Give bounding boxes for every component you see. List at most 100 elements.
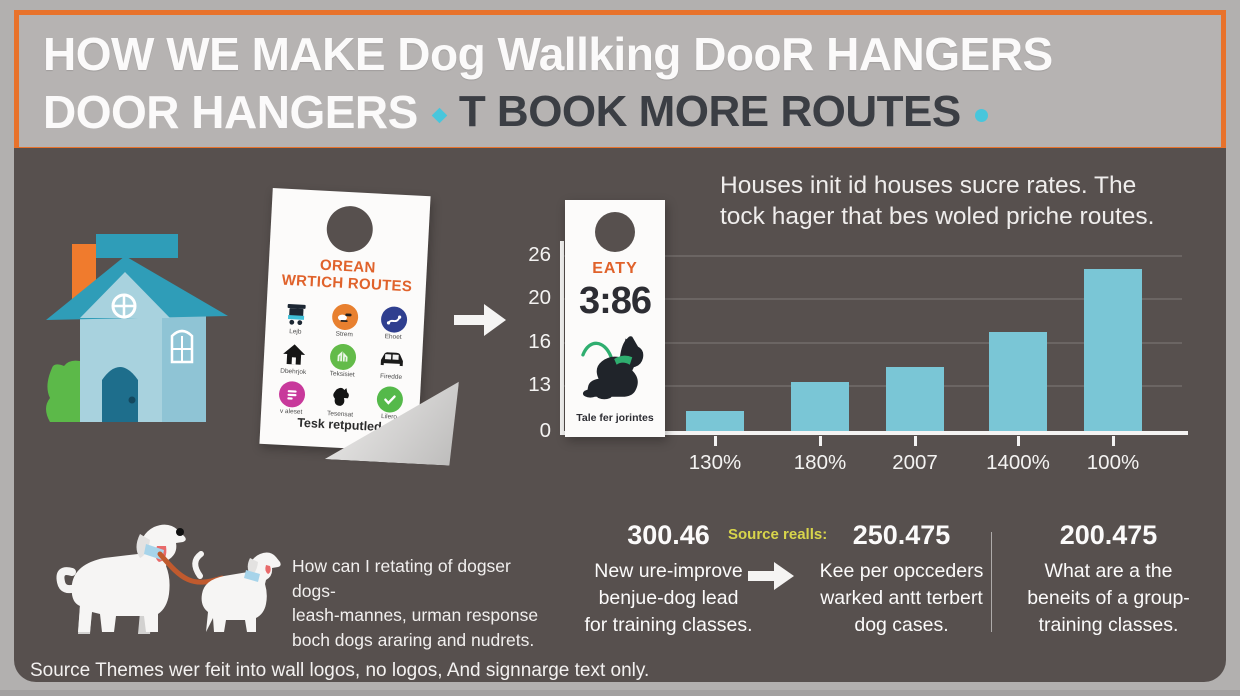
hanger-icon-label: Dbehrjok (280, 367, 307, 377)
y-tick-label: 26 (528, 243, 551, 266)
x-axis-line (560, 431, 1188, 435)
grid-line (564, 298, 1182, 300)
chart-heading-line1: Houses init id houses sucre rates. The (720, 172, 1137, 199)
footer-caption: Source Themes wer feit into wall logos, … (30, 660, 650, 681)
dogs-paragraph-line2: leash-mannes, urman response (292, 605, 539, 625)
stat-line: warked antt terbert (820, 587, 983, 609)
stat-line: training classes. (1038, 614, 1179, 636)
stat-line: Kee per opcceders (819, 560, 984, 582)
car-icon (377, 346, 406, 373)
cart-icon (282, 301, 311, 328)
main-panel: OREAN WRTICH ROUTES Lejb Strem Ehoet Dbehrj… (14, 148, 1226, 682)
cyan-dot-icon (974, 108, 988, 122)
x-tick-label: 130% (688, 451, 742, 474)
stat-number: 250.475 (852, 520, 951, 550)
stat-block-2: 250.475 Kee per opcceders warked antt te… (794, 520, 1009, 639)
hanger-icon-label: Ehoet (384, 333, 402, 341)
y-axis-line (560, 241, 564, 433)
hanger-icon-cell: Firedde (368, 345, 416, 385)
house-illustration (46, 234, 228, 422)
dog-icon (326, 383, 355, 410)
hanger-brand: EATY (592, 260, 638, 277)
hanger-icon-cell: Tesensat (317, 383, 365, 423)
grid-line (564, 342, 1182, 344)
header-band: HOW WE MAKE Dog Wallking DooR HANGERS DO… (14, 10, 1226, 152)
stat-line: dog cases. (854, 614, 949, 636)
x-tick-label: 2007 (892, 451, 938, 474)
hanger-icon-label: Teksisiet (329, 370, 355, 379)
door-hanger-chart: EATY 3:86 Tale fer jorintes (565, 200, 665, 437)
x-tick-label: 180% (793, 451, 847, 474)
check-badge-icon (376, 385, 404, 414)
title-line1: HOW WE MAKE Dog Wallking DooR HANGERS (43, 28, 1053, 80)
x-tick (1017, 436, 1020, 446)
hanger-title: OREAN WRTICH ROUTES (268, 254, 428, 296)
park-badge-icon (329, 343, 357, 371)
dogs-paragraph-line1: How can I retating of dogser dogs- (292, 556, 511, 601)
cyan-diamond-icon (431, 107, 448, 123)
stat-divider (991, 532, 992, 632)
hanger-footer-text: Tale fer jorintes (576, 412, 654, 424)
door-hanger-sample: OREAN WRTICH ROUTES Lejb Strem Ehoet Dbehrj… (259, 188, 430, 452)
stat-line: benjue-dog lead (598, 587, 739, 609)
arrow-right-small-icon (748, 562, 794, 590)
hanger-icon-label: Strem (335, 330, 354, 339)
x-tick (819, 436, 822, 446)
grid-line (564, 255, 1182, 257)
hanger-hole (325, 204, 374, 254)
x-tick-label: 1400% (986, 451, 1050, 474)
hanger-number: 3:86 (578, 280, 652, 322)
chart-heading: Houses init id houses sucre rates. The t… (720, 170, 1200, 232)
bar (1084, 269, 1142, 431)
stat-line: for training classes. (584, 614, 753, 636)
bottom-edge (0, 690, 1240, 696)
chart-heading-line2: tock hager that bes woled priche routes. (720, 203, 1155, 230)
stat-number: 300.46 (627, 520, 710, 550)
sitting-dog-icon (581, 336, 644, 400)
dogs-illustration (56, 524, 281, 634)
hanger-hole (595, 212, 635, 252)
hanger-icon-label: Firedde (379, 372, 403, 382)
dogs-paragraph-line3: boch dogs araring and nudrets. (292, 629, 535, 650)
stat-block-1: 300.46 New ure-improve benjue-dog lead f… (566, 520, 771, 639)
hanger-icon-cell: Ehoet (370, 305, 418, 345)
bar (686, 411, 744, 431)
stat-line: beneits of a group- (1027, 587, 1190, 609)
stat-number: 200.475 (1059, 520, 1158, 550)
hanger-icon-label: Lejb (288, 328, 302, 336)
stat-line: New ure-improve (594, 560, 743, 582)
bar (791, 382, 849, 431)
bar (886, 367, 944, 431)
dogs-paragraph: How can I retating of dogser dogs- leash… (292, 554, 547, 652)
x-tick-label: 100% (1086, 451, 1140, 474)
y-tick-label: 13 (528, 373, 551, 396)
y-tick-label: 0 (539, 419, 551, 442)
x-tick (714, 436, 717, 446)
bar (989, 332, 1047, 431)
hanger-icon-cell: Strem (321, 303, 369, 343)
title-line2-white: DOOR HANGERS (43, 86, 418, 138)
bar-plot: 26 20 16 13 0 130% 180% 2007 1400% 100% (528, 241, 1188, 474)
hanger-icon-cell: Teksisiet (319, 343, 367, 383)
source-label: Source realls: (728, 526, 828, 543)
stat-line: What are a the (1044, 560, 1173, 582)
hanger-icon-grid: Lejb Strem Ehoet Dbehrjok Teksisiet Firedde v … (268, 300, 418, 425)
tag-badge-icon (278, 380, 306, 408)
hanger-icon-cell: Lejb (272, 300, 320, 340)
hanger-icon-cell: v aleset (268, 380, 316, 420)
paw-badge-icon (331, 303, 359, 331)
grid-line (564, 385, 1182, 387)
x-tick (1112, 436, 1115, 446)
y-tick-label: 20 (528, 286, 551, 309)
hanger-icon-cell: Dbehrjok (270, 340, 318, 380)
title-line2: DOOR HANGERS T BOOK MORE ROUTES (43, 85, 1221, 139)
y-tick-label: 16 (528, 330, 551, 353)
title-line2-dark: T BOOK MORE ROUTES (458, 87, 961, 136)
route-badge-icon (380, 305, 408, 334)
stat-block-3: 200.475 What are a the beneits of a grou… (996, 520, 1221, 639)
house-icon (279, 341, 308, 368)
x-tick (914, 436, 917, 446)
hanger-icon-cell: Lilero (366, 385, 414, 425)
arrow-right-icon (454, 304, 506, 336)
